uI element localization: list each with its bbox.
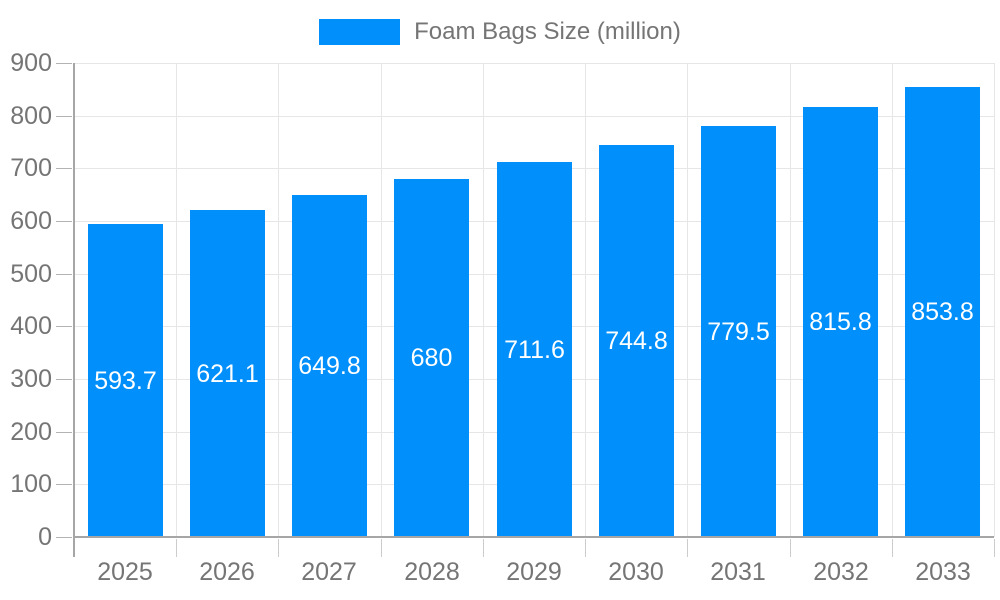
y-axis-label: 100 [10,470,52,498]
legend[interactable]: Foam Bags Size (million) [0,19,1000,45]
y-axis-label: 200 [10,418,52,446]
y-tick [56,221,72,222]
bar[interactable] [497,162,572,536]
x-axis-label: 2027 [301,558,357,586]
x-tick [176,539,177,557]
y-axis-label: 700 [10,154,52,182]
x-axis-label: 2030 [608,558,664,586]
y-axis-label: 400 [10,312,52,340]
x-axis-label: 2031 [710,558,766,586]
y-tick [56,274,72,275]
gridline-v [278,63,279,537]
bar[interactable] [394,179,469,536]
y-axis-line [73,63,75,557]
y-tick [56,63,72,64]
y-axis-label: 800 [10,102,52,130]
gridline-v [892,63,893,537]
bar[interactable] [701,126,776,536]
bar[interactable] [292,195,367,536]
y-tick [56,432,72,433]
y-axis-label: 900 [10,49,52,77]
bar[interactable] [803,107,878,536]
x-tick [892,539,893,557]
bar[interactable] [905,87,980,536]
x-axis-label: 2032 [813,558,869,586]
gridline-v [585,63,586,537]
x-tick [278,539,279,557]
y-tick [56,326,72,327]
gridline-v [381,63,382,537]
legend-swatch [319,19,401,45]
gridline-v [790,63,791,537]
x-axis-label: 2028 [404,558,460,586]
x-axis-label: 2026 [199,558,255,586]
y-axis-label: 500 [10,260,52,288]
y-axis-label: 0 [38,523,52,551]
gridline-v [176,63,177,537]
bar-value-label: 680 [410,344,453,372]
x-tick [381,539,382,557]
gridline-v [483,63,484,537]
bar-value-label: 621.1 [196,360,259,388]
gridline-h [74,63,994,64]
x-axis-label: 2033 [915,558,971,586]
bar-value-label: 853.8 [911,298,974,326]
bar-value-label: 649.8 [298,352,361,380]
x-tick [483,539,484,557]
bar-value-label: 744.8 [605,327,668,355]
y-axis-label: 600 [10,207,52,235]
y-tick [56,537,72,538]
x-tick [994,539,995,557]
gridline-v [687,63,688,537]
bar-value-label: 593.7 [94,367,157,395]
bar[interactable] [599,145,674,536]
bar[interactable] [88,224,163,536]
bar-value-label: 779.5 [707,318,770,346]
zero-line [74,536,994,538]
bar[interactable] [190,210,265,536]
x-axis-label: 2029 [506,558,562,586]
y-tick [56,168,72,169]
x-tick [585,539,586,557]
gridline-h [74,116,994,117]
bar-value-label: 711.6 [504,336,565,364]
x-tick [687,539,688,557]
x-axis-label: 2025 [97,558,153,586]
y-tick [56,379,72,380]
x-tick [790,539,791,557]
bar-value-label: 815.8 [809,308,872,336]
y-tick [56,116,72,117]
gridline-v [994,63,995,537]
y-axis-label: 300 [10,365,52,393]
legend-label: Foam Bags Size (million) [414,18,681,45]
y-tick [56,484,72,485]
